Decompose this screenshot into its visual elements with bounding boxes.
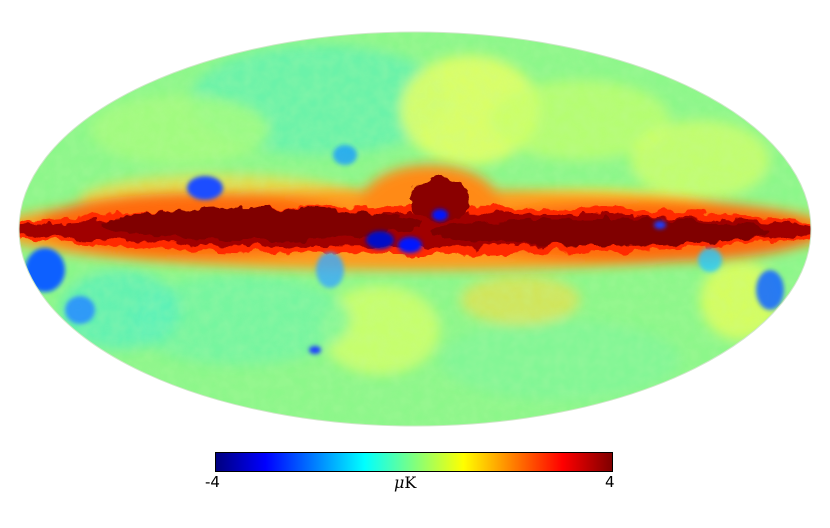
colorbar-min-label: -4 xyxy=(205,473,220,491)
map-outline xyxy=(18,31,812,427)
colorbar-max-label: 4 xyxy=(605,473,615,491)
colorbar xyxy=(215,452,613,472)
sky-map xyxy=(18,31,812,427)
colorbar-unit-label: μK xyxy=(394,473,416,492)
map-content xyxy=(19,32,811,426)
unit-text: K xyxy=(404,473,417,492)
unit-symbol: μ xyxy=(394,473,405,492)
colorbar-gradient xyxy=(216,453,612,471)
